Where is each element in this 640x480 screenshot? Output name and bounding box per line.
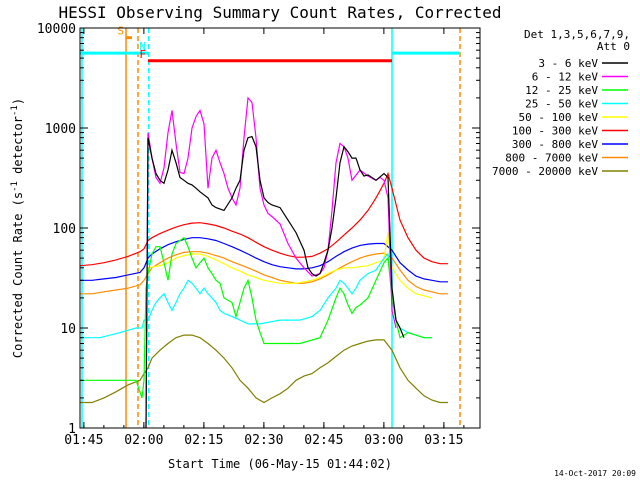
x-tick-label-2: 02:15 <box>184 433 223 448</box>
flag-label-0: S <box>117 25 124 38</box>
legend-label-7: 800 - 7000 keV <box>505 152 598 165</box>
x-tick-label-5: 03:00 <box>364 433 403 448</box>
flag-label-3: F <box>139 48 146 61</box>
legend-label-3: 25 - 50 keV <box>525 98 598 111</box>
series-line-4 <box>146 232 433 299</box>
x-tick-label-1: 02:00 <box>124 433 163 448</box>
legend-label-4: 50 - 100 keV <box>519 111 599 124</box>
plot-area: S FN <box>79 25 461 429</box>
legend-label-0: 3 - 6 keV <box>538 57 598 70</box>
series-line-5 <box>79 171 448 267</box>
x-tick-label-6: 03:15 <box>424 433 463 448</box>
y-axis: 1 10 100 1000 10000 <box>37 22 480 437</box>
y-axis-label-sup2: -1 <box>10 105 20 116</box>
legend-label-1: 6 - 12 keV <box>532 71 599 84</box>
y-tick-label-4: 10000 <box>37 22 76 37</box>
y-axis-label-sup1: -1 <box>10 181 20 192</box>
x-tick-label-0: 01:45 <box>64 433 103 448</box>
x-axis-label: Start Time (06-May-15 01:44:02) <box>168 457 392 471</box>
y-axis-label-main: Corrected Count Rate (s <box>11 192 25 358</box>
y-tick-label-0: 1 <box>68 422 76 437</box>
y-axis-label-end: ) <box>11 98 25 105</box>
flag-label-4: N <box>139 40 146 53</box>
y-axis-label-mid: detector <box>11 116 25 181</box>
series-line-0 <box>145 135 405 429</box>
series-line-3 <box>80 252 432 339</box>
legend-label-5: 100 - 300 keV <box>512 125 598 138</box>
legend-label-2: 12 - 25 keV <box>525 84 598 97</box>
y-tick-label-1: 10 <box>60 322 76 337</box>
legend-header-line-1: Det 1,3,5,6,7,9, <box>524 28 630 41</box>
legend-header-line-2: Att 0 <box>597 40 630 53</box>
chart-title: HESSI Observing Summary Count Rates, Cor… <box>58 3 501 22</box>
y-tick-label-2: 100 <box>53 222 76 237</box>
x-tick-label-4: 02:45 <box>304 433 343 448</box>
series-line-1 <box>145 96 397 429</box>
timestamp: 14-Oct-2017 20:09 <box>554 469 636 478</box>
x-tick-label-3: 02:30 <box>244 433 283 448</box>
series-line-6 <box>80 237 448 283</box>
series-line-8 <box>80 334 448 404</box>
series-line-2 <box>80 236 432 399</box>
legend-label-6: 300 - 800 keV <box>512 138 598 151</box>
legend-label-8: 7000 - 20000 keV <box>492 165 598 178</box>
x-axis: 01:45 02:00 02:15 02:30 02:45 03:00 03:15 <box>64 28 465 448</box>
y-tick-label-3: 1000 <box>45 122 76 137</box>
y-axis-label: Corrected Count Rate (s-1 detector-1) <box>10 98 25 358</box>
